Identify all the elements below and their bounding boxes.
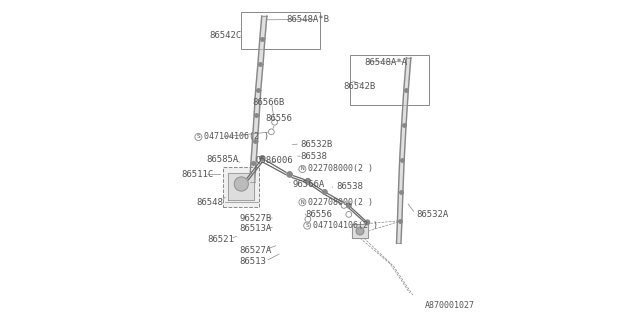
Circle shape: [260, 156, 265, 161]
Circle shape: [272, 119, 278, 125]
Text: 86521: 86521: [207, 235, 234, 244]
Text: N: N: [301, 166, 304, 172]
Text: 86542B: 86542B: [343, 82, 375, 91]
Circle shape: [269, 129, 275, 135]
Polygon shape: [397, 192, 403, 221]
Text: N: N: [301, 200, 304, 205]
Text: 86532B: 86532B: [301, 140, 333, 149]
Text: 86556: 86556: [306, 210, 332, 219]
Circle shape: [347, 203, 351, 208]
Text: 86548A*A: 86548A*A: [365, 58, 408, 67]
Text: 86585A: 86585A: [206, 156, 239, 164]
Circle shape: [306, 179, 310, 183]
Circle shape: [287, 172, 292, 177]
Circle shape: [195, 133, 202, 140]
Text: A870001027: A870001027: [425, 301, 475, 310]
Polygon shape: [251, 141, 258, 163]
Text: 022708000(2 ): 022708000(2 ): [308, 198, 373, 207]
Polygon shape: [256, 64, 263, 90]
Circle shape: [323, 190, 327, 194]
Polygon shape: [352, 224, 368, 238]
Circle shape: [365, 220, 370, 225]
Text: 86513: 86513: [239, 257, 266, 266]
Polygon shape: [402, 90, 408, 125]
Circle shape: [299, 199, 306, 206]
Text: 047104106(2 ): 047104106(2 ): [204, 132, 269, 141]
Text: 86513A: 86513A: [239, 224, 271, 233]
Text: 96566A: 96566A: [292, 180, 325, 189]
Circle shape: [304, 222, 311, 229]
Text: 86538: 86538: [301, 152, 328, 161]
Circle shape: [356, 227, 364, 235]
Circle shape: [299, 165, 306, 172]
Polygon shape: [252, 115, 259, 141]
Text: 86556: 86556: [266, 114, 292, 123]
Polygon shape: [254, 90, 261, 115]
Circle shape: [346, 212, 352, 217]
Bar: [350, 55, 429, 105]
Text: S: S: [305, 223, 309, 228]
Text: 86548: 86548: [197, 198, 223, 207]
Text: 86527A: 86527A: [239, 246, 271, 255]
Circle shape: [341, 203, 347, 208]
Text: 86542C: 86542C: [210, 31, 242, 40]
Text: 86538: 86538: [336, 182, 363, 191]
Polygon shape: [399, 125, 406, 160]
Text: Q586006: Q586006: [256, 156, 294, 164]
Polygon shape: [398, 160, 404, 192]
Text: 86566B: 86566B: [253, 98, 285, 107]
Circle shape: [305, 179, 311, 185]
Polygon shape: [250, 163, 256, 182]
Polygon shape: [260, 16, 267, 38]
Circle shape: [305, 216, 311, 222]
Text: 86548A*B: 86548A*B: [287, 15, 330, 24]
Text: 96527B: 96527B: [239, 214, 271, 223]
Text: 86511C: 86511C: [182, 170, 214, 179]
Text: 047104106(2 ): 047104106(2 ): [312, 221, 378, 230]
Circle shape: [287, 172, 292, 177]
Bar: [223, 167, 259, 207]
Polygon shape: [258, 38, 265, 64]
Text: 022708000(2 ): 022708000(2 ): [308, 164, 373, 173]
Polygon shape: [397, 221, 402, 243]
Text: S: S: [196, 134, 200, 140]
Polygon shape: [228, 173, 254, 200]
Text: 86532A: 86532A: [416, 210, 448, 219]
Bar: [241, 12, 320, 49]
Polygon shape: [404, 58, 411, 90]
Circle shape: [234, 177, 248, 191]
Circle shape: [260, 156, 265, 161]
